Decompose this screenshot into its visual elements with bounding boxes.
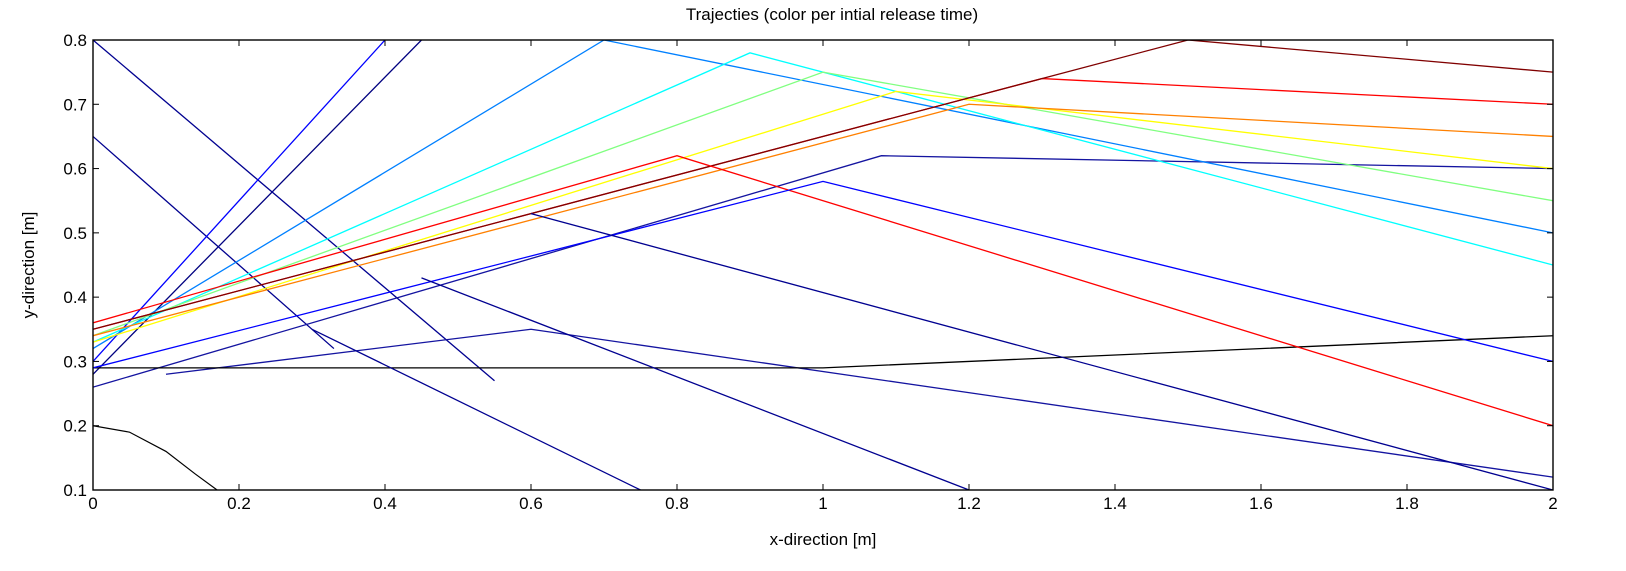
trajectory-line-5 [93,335,1553,369]
trajectory-line-9 [93,71,1553,337]
trajectory-line-13 [93,40,1553,330]
y-tick-label: 0.4 [63,288,87,307]
trajectory-line-6 [93,40,386,362]
trajectory-line-17 [421,277,970,490]
trajectory-line-1 [93,40,495,382]
y-tick-label: 0.1 [63,481,87,500]
trajectory-line-15 [93,180,1553,369]
y-tick-label: 0.6 [63,160,87,179]
y-tick-label: 0.3 [63,352,87,371]
x-tick-label: 0.6 [519,494,543,513]
plot-frame [92,39,1554,491]
y-tick-label: 0.8 [63,31,87,50]
x-tick-label: 1.8 [1395,494,1419,513]
boundary-curve [93,425,218,490]
x-tick-label: 1.6 [1249,494,1273,513]
trajectory-line-14 [93,155,1553,427]
trajectory-line-0 [93,40,422,375]
trajectory-line-12 [93,77,1553,330]
trajectory-line-16 [530,212,1553,490]
axis-ticks: 0 0.2 0.4 0.6 0.8 1 1.2 1.4 1.6 1.8 2 0.1 0.2 0.3 0.4 0… [63,31,1557,513]
x-tick-label: 0 [88,494,97,513]
y-tick-label: 0.7 [63,95,87,114]
trajectory-lines [93,40,1553,490]
trajectory-line-2 [93,135,335,350]
x-tick-label: 1.4 [1103,494,1127,513]
y-axis-label: y-direction [m] [19,212,38,319]
x-tick-label: 0.4 [373,494,397,513]
trajectory-line-4 [165,328,1553,478]
trajectory-line-7 [93,40,1553,350]
trajectory-line-3 [93,155,1553,388]
trajectory-line-8 [93,52,1553,343]
x-tick-label: 1 [818,494,827,513]
y-tick-label: 0.5 [63,224,87,243]
trajectory-line-11 [93,103,1553,337]
x-tick-label: 1.2 [957,494,981,513]
chart-title: Trajecties (color per intial release tim… [686,5,978,24]
trajectory-line-18 [311,328,641,490]
x-tick-label: 0.2 [227,494,251,513]
y-tick-label: 0.2 [63,417,87,436]
x-axis-label: x-direction [m] [770,530,877,549]
x-tick-label: 0.8 [665,494,689,513]
x-tick-label: 2 [1548,494,1557,513]
